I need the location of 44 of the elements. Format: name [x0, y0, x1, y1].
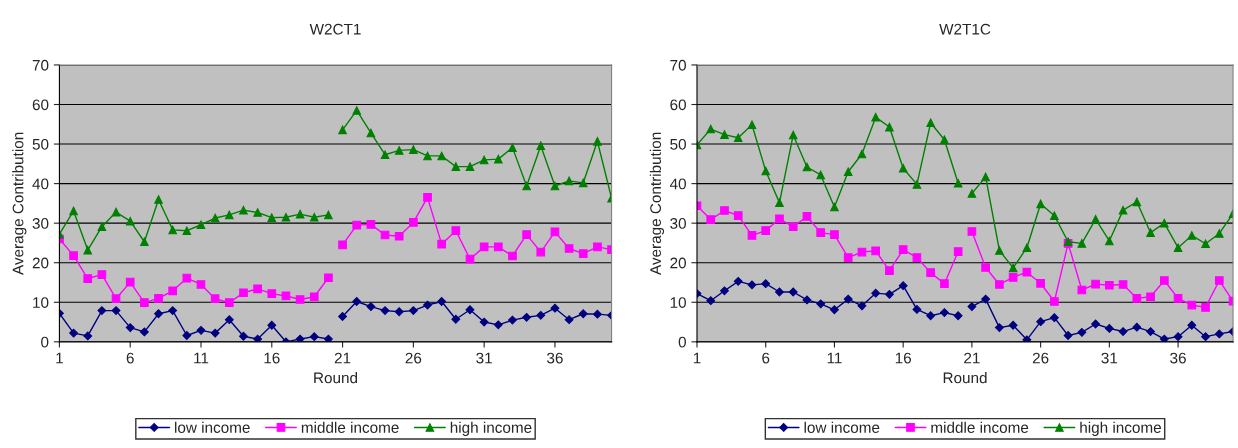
legend-label: high income: [1080, 421, 1161, 436]
x-axis-title: Round: [943, 372, 987, 384]
y-tick-label: 10: [670, 297, 686, 308]
x-tick-label: 31: [1101, 352, 1118, 364]
x-tick-label: 11: [194, 352, 209, 364]
y-tick-label: 20: [670, 257, 686, 269]
y-tick-label: 50: [670, 138, 686, 150]
legend-label: high income: [450, 421, 532, 436]
x-tick-label: 21: [334, 352, 351, 364]
x-tick-label: 31: [476, 352, 492, 364]
y-tick-label: 30: [32, 218, 49, 229]
x-tick-label: 16: [264, 352, 280, 364]
y-tick-label: 70: [670, 59, 686, 71]
y-tick-label: 0: [678, 336, 686, 348]
y-tick-label: 40: [669, 178, 686, 190]
y-axis-title: Average Contribution: [12, 132, 27, 275]
y-tick-label: 40: [32, 178, 49, 190]
y-tick-label: 20: [32, 257, 49, 269]
chart-title: W2CT1: [309, 23, 361, 35]
x-tick-label: 1: [56, 352, 63, 364]
legend-label: low income: [175, 421, 250, 433]
x-tick-label: 6: [762, 352, 770, 364]
legend-label: low income: [804, 421, 880, 433]
x-tick-label: 26: [1032, 352, 1049, 364]
y-tick-label: 60: [32, 99, 49, 111]
x-tick-label: 1: [693, 352, 701, 364]
legend-label: middle income: [301, 421, 399, 433]
x-tick-label: 11: [827, 352, 842, 364]
y-tick-label: 0: [41, 336, 49, 348]
x-tick-label: 36: [1170, 352, 1186, 364]
y-tick-label: 50: [32, 138, 49, 150]
chart-title: W2T1C: [939, 23, 991, 35]
x-tick-label: 6: [126, 352, 134, 364]
y-axis-title: Average Contribution: [649, 132, 665, 275]
y-tick-label: 10: [33, 297, 49, 308]
x-tick-label: 26: [405, 352, 422, 364]
x-tick-label: 21: [964, 352, 980, 364]
x-axis-title: Round: [314, 372, 358, 384]
legend-label: middle income: [931, 421, 1029, 433]
y-tick-label: 60: [670, 99, 686, 111]
x-tick-label: 16: [895, 352, 911, 364]
y-tick-label: 70: [32, 59, 49, 71]
y-tick-label: 30: [670, 218, 686, 229]
x-tick-label: 36: [547, 352, 563, 364]
